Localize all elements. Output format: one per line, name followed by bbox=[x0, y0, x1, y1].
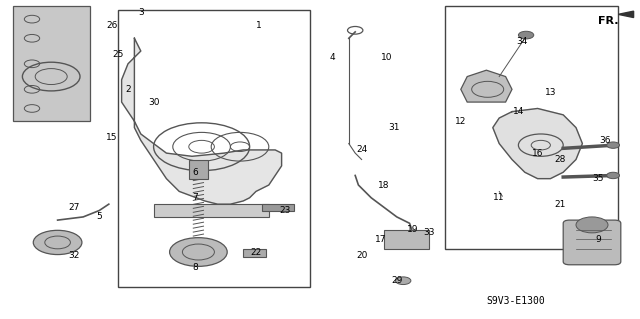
Text: FR.: FR. bbox=[598, 16, 619, 26]
Text: 34: 34 bbox=[516, 37, 527, 46]
Polygon shape bbox=[243, 249, 266, 257]
Text: 29: 29 bbox=[391, 276, 403, 285]
Text: S9V3-E1300: S9V3-E1300 bbox=[486, 296, 545, 306]
Polygon shape bbox=[154, 204, 269, 217]
Text: 9: 9 bbox=[596, 235, 601, 244]
Text: 11: 11 bbox=[493, 193, 505, 202]
Circle shape bbox=[576, 217, 608, 233]
Text: 8: 8 bbox=[193, 263, 198, 272]
Circle shape bbox=[33, 230, 82, 255]
Circle shape bbox=[396, 277, 411, 285]
Text: 12: 12 bbox=[455, 117, 467, 126]
Text: 2: 2 bbox=[125, 85, 131, 94]
Text: 31: 31 bbox=[388, 123, 399, 132]
Polygon shape bbox=[618, 11, 634, 18]
Text: 33: 33 bbox=[423, 228, 435, 237]
Text: 1: 1 bbox=[257, 21, 262, 30]
Text: 18: 18 bbox=[378, 181, 390, 189]
Text: 25: 25 bbox=[113, 50, 124, 59]
Text: 16: 16 bbox=[532, 149, 543, 158]
Text: 14: 14 bbox=[513, 107, 524, 116]
Text: 4: 4 bbox=[330, 53, 335, 62]
Text: 6: 6 bbox=[193, 168, 198, 177]
Text: 15: 15 bbox=[106, 133, 118, 142]
Text: 30: 30 bbox=[148, 98, 159, 107]
Text: 36: 36 bbox=[599, 136, 611, 145]
Polygon shape bbox=[122, 38, 282, 204]
Text: 19: 19 bbox=[407, 225, 419, 234]
Text: 23: 23 bbox=[279, 206, 291, 215]
Text: 13: 13 bbox=[545, 88, 556, 97]
Text: 3: 3 bbox=[138, 8, 143, 17]
Text: 17: 17 bbox=[375, 235, 387, 244]
Text: 10: 10 bbox=[381, 53, 393, 62]
Polygon shape bbox=[493, 108, 582, 179]
Polygon shape bbox=[189, 160, 208, 179]
Polygon shape bbox=[384, 230, 429, 249]
Text: 35: 35 bbox=[593, 174, 604, 183]
Text: 22: 22 bbox=[250, 248, 262, 256]
Polygon shape bbox=[262, 204, 294, 211]
Bar bbox=[445, 6, 618, 249]
Circle shape bbox=[607, 142, 620, 148]
Bar bbox=[118, 10, 310, 287]
Text: 7: 7 bbox=[193, 193, 198, 202]
Text: 20: 20 bbox=[356, 251, 367, 260]
Text: 5: 5 bbox=[97, 212, 102, 221]
Polygon shape bbox=[13, 6, 90, 121]
Text: 24: 24 bbox=[356, 145, 367, 154]
Text: 32: 32 bbox=[68, 251, 79, 260]
Text: 28: 28 bbox=[554, 155, 566, 164]
Polygon shape bbox=[461, 70, 512, 102]
Text: 26: 26 bbox=[106, 21, 118, 30]
Circle shape bbox=[518, 31, 534, 39]
Circle shape bbox=[170, 238, 227, 266]
Text: 27: 27 bbox=[68, 203, 79, 212]
Circle shape bbox=[607, 172, 620, 179]
FancyBboxPatch shape bbox=[563, 220, 621, 265]
Text: 21: 21 bbox=[554, 200, 566, 209]
